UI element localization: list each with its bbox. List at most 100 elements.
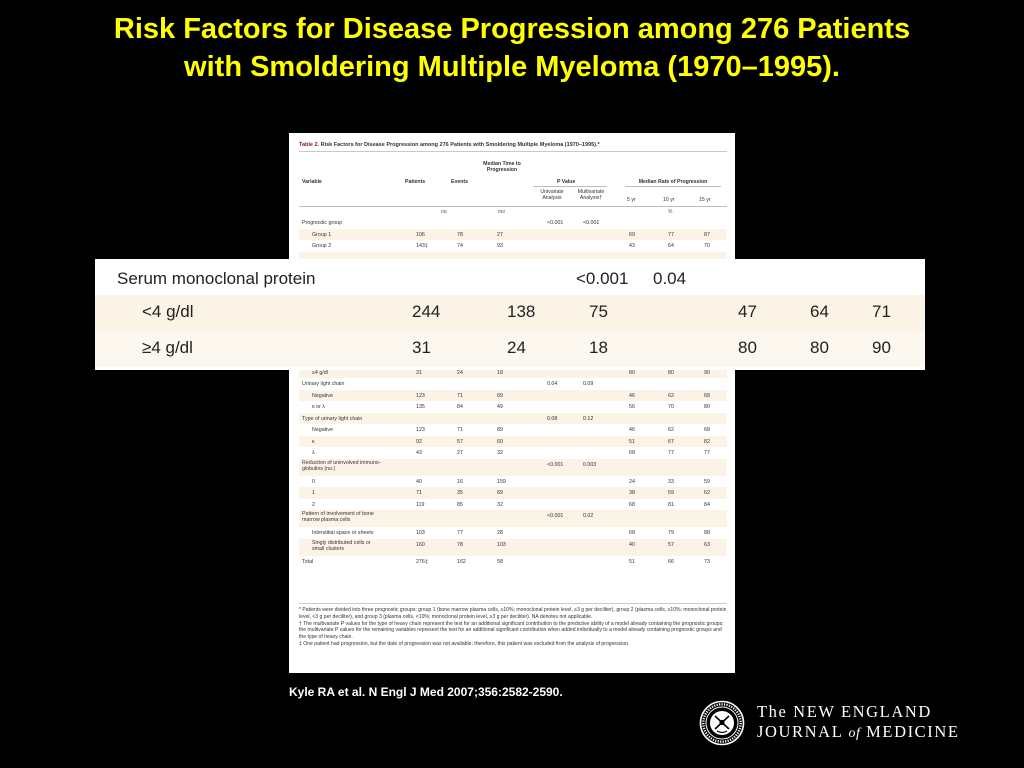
row-label: Pattern of involvement of bone marrow pl… bbox=[302, 511, 374, 523]
cell-10yr: 62 bbox=[668, 392, 674, 399]
nejm-medicine: MEDICINE bbox=[866, 722, 960, 741]
zoomed-rows: Serum monoclonal protein <0.001 0.04 <4 … bbox=[95, 259, 925, 370]
zoom-row: Serum monoclonal protein <0.001 0.04 bbox=[95, 261, 925, 295]
cell-10yr: 67 bbox=[668, 438, 674, 445]
cell-median: 89 bbox=[497, 427, 503, 433]
cell-10yr: 77 bbox=[668, 450, 674, 456]
table-row: ≥4 g/dl 31 24 18 80 80 90 bbox=[299, 366, 727, 378]
cell-5yr: 24 bbox=[629, 478, 635, 485]
cell-patients: 123 bbox=[416, 392, 425, 399]
zoom-5yr: 80 bbox=[738, 338, 757, 357]
cell-multivariate: 0.003 bbox=[583, 461, 597, 468]
cell-median: 89 bbox=[497, 490, 503, 496]
zoom-patients: 244 bbox=[412, 302, 441, 321]
cell-patients: 160 bbox=[416, 541, 425, 548]
cell-5yr: 68 bbox=[629, 530, 635, 536]
cell-10yr: 77 bbox=[668, 231, 674, 238]
cell-events: 84 bbox=[457, 404, 463, 410]
cell-median: 89 bbox=[497, 392, 503, 399]
cell-5yr: 46 bbox=[629, 427, 635, 433]
row-label: Urinary light chain bbox=[302, 381, 345, 387]
cell-median: 58 bbox=[497, 558, 503, 565]
table-row: Negative 123 71 89 46 62 68 bbox=[299, 389, 727, 401]
cell-10yr: 62 bbox=[668, 427, 674, 433]
table-caption: Table 2. Risk Factors for Disease Progre… bbox=[299, 142, 727, 152]
cell-events: 27 bbox=[457, 450, 463, 456]
nejm-wordmark: The NEW ENGLAND JOURNAL of MEDICINE bbox=[757, 702, 960, 744]
cell-median: 27 bbox=[497, 231, 503, 238]
zoom-10yr: 80 bbox=[810, 338, 829, 357]
zoom-5yr: 47 bbox=[738, 302, 757, 321]
p-value-rule bbox=[533, 186, 607, 187]
header-events: Events bbox=[451, 179, 469, 185]
cell-median: 32 bbox=[497, 450, 503, 456]
cell-5yr: 68 bbox=[629, 501, 635, 508]
row-label: Negative bbox=[312, 392, 333, 399]
cell-events: 78 bbox=[457, 541, 463, 548]
header-5yr: 5 yr bbox=[627, 197, 636, 203]
cell-5yr: 51 bbox=[629, 558, 635, 565]
table-row: Singly distributed cells or small cluste… bbox=[299, 538, 727, 556]
table-row: Pattern of involvement of bone marrow pl… bbox=[299, 510, 727, 527]
cell-patients: 119 bbox=[416, 501, 425, 508]
table-row: κ 92 57 60 51 67 82 bbox=[299, 435, 727, 447]
rate-rule bbox=[625, 186, 721, 187]
cell-univariate: <0.001 bbox=[547, 513, 564, 519]
cell-univariate: <0.001 bbox=[547, 220, 564, 226]
cell-15yr: 63 bbox=[704, 541, 710, 548]
cell-15yr: 88 bbox=[704, 530, 710, 536]
cell-15yr: 80 bbox=[704, 404, 710, 410]
cell-5yr: 68 bbox=[629, 450, 635, 456]
cell-15yr: 70 bbox=[704, 243, 710, 249]
cell-multivariate: 0.09 bbox=[583, 381, 594, 387]
cell-median: 93 bbox=[497, 243, 503, 249]
zoom-events: 24 bbox=[507, 338, 526, 357]
units-rate: % bbox=[668, 209, 673, 215]
cell-5yr: 46 bbox=[629, 392, 635, 399]
zoom-row: <4 g/dl 244 138 75 47 64 71 bbox=[95, 295, 925, 331]
cell-15yr: 90 bbox=[704, 369, 710, 376]
zoom-10yr: 64 bbox=[810, 302, 829, 321]
citation: Kyle RA et al. N Engl J Med 2007;356:258… bbox=[289, 685, 563, 699]
zoom-multivariate: 0.04 bbox=[653, 269, 687, 288]
zoom-median: 75 bbox=[589, 302, 608, 321]
nejm-journal: JOURNAL bbox=[757, 722, 843, 741]
row-label: Group 1 bbox=[312, 231, 332, 238]
cell-multivariate: 0.12 bbox=[583, 415, 594, 422]
cell-10yr: 33 bbox=[668, 478, 674, 485]
cell-5yr: 51 bbox=[629, 438, 635, 445]
table-footnotes: * Patients were divided into three progn… bbox=[299, 603, 727, 648]
slide-title: Risk Factors for Disease Progression amo… bbox=[0, 10, 1024, 86]
cell-5yr: 69 bbox=[629, 231, 635, 238]
cell-events: 57 bbox=[457, 438, 463, 445]
table-row: 1 71 35 89 38 59 62 bbox=[299, 487, 727, 499]
zoom-events: 138 bbox=[507, 302, 536, 321]
cell-univariate: <0.001 bbox=[547, 461, 564, 468]
cell-univariate: 0.08 bbox=[547, 415, 558, 422]
zoom-univariate: <0.001 bbox=[576, 269, 629, 288]
cell-events: 71 bbox=[457, 427, 463, 433]
cell-15yr: 73 bbox=[704, 558, 710, 565]
table-row: λ 43 27 32 68 77 77 bbox=[299, 447, 727, 459]
zoom-row: ≥4 g/dl 31 24 18 80 80 90 bbox=[95, 331, 925, 367]
zoom-patients: 31 bbox=[412, 338, 431, 357]
header-median-time: Median Time to Progression bbox=[483, 161, 521, 173]
nejm-line-1: The NEW ENGLAND bbox=[757, 702, 932, 721]
header-15yr: 15 yr bbox=[699, 197, 711, 203]
cell-patients: 31 bbox=[416, 369, 422, 376]
row-label: 2 bbox=[312, 501, 315, 508]
footnote: † The multivariate P values for the type… bbox=[299, 620, 724, 640]
cell-10yr: 81 bbox=[668, 501, 674, 508]
cell-median: 49 bbox=[497, 404, 503, 410]
table-row: Interstitial space or sheets 103 77 28 68 79 8… bbox=[299, 527, 727, 539]
row-label: Total bbox=[302, 558, 314, 565]
row-label: ≥4 g/dl bbox=[312, 369, 328, 376]
cell-events: 35 bbox=[457, 490, 463, 496]
zoom-row-label: <4 g/dl bbox=[142, 302, 194, 321]
cell-events: 71 bbox=[457, 392, 463, 399]
cell-5yr: 56 bbox=[629, 404, 635, 410]
cell-events: 78 bbox=[457, 231, 463, 238]
header-median-rate: Median Rate of Progression bbox=[638, 179, 708, 185]
row-label: Reduction of uninvolved immuno- globulin… bbox=[302, 459, 381, 472]
table-row: Type of urinary light chain 0.08 0.12 bbox=[299, 412, 727, 424]
